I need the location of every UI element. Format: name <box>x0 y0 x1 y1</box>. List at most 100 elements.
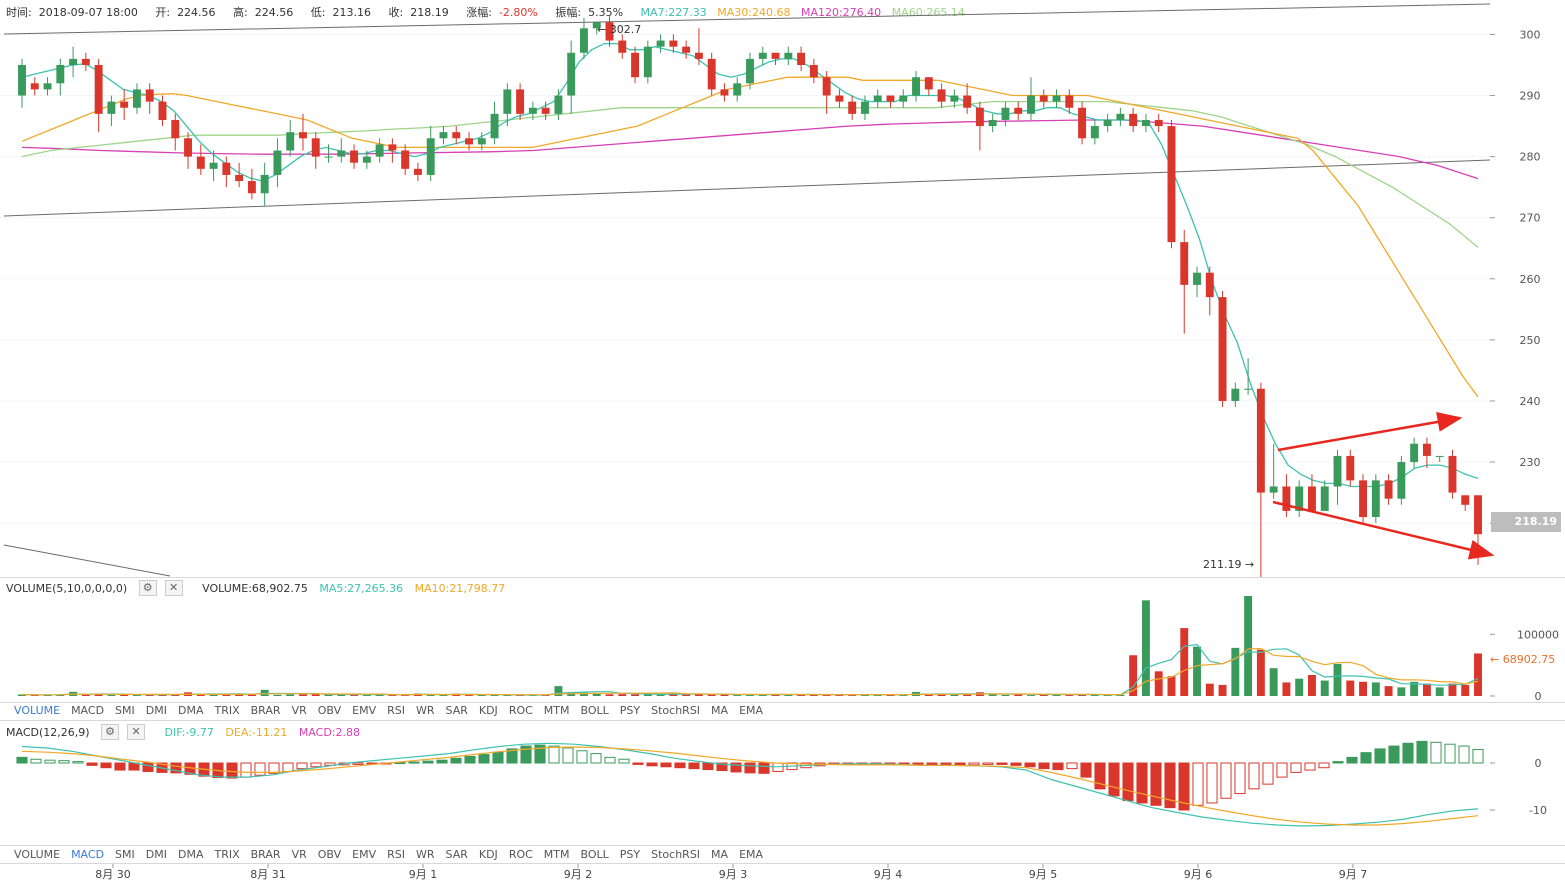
tab-ma[interactable]: MA <box>711 704 729 717</box>
trendline-support <box>3 159 1491 217</box>
tab-rsi[interactable]: RSI <box>387 704 405 717</box>
tab-obv[interactable]: OBV <box>317 704 342 717</box>
macd-histogram-bar <box>758 762 770 774</box>
volume-bar <box>350 695 359 696</box>
tab-volume[interactable]: VOLUME <box>14 848 61 861</box>
tab-ma[interactable]: MA <box>711 848 729 861</box>
candle-body <box>465 138 473 145</box>
candle-body <box>337 150 346 157</box>
tab-ema[interactable]: EMA <box>739 704 764 717</box>
ma7-value: MA7:227.33 <box>640 6 707 19</box>
tab-sar[interactable]: SAR <box>445 848 468 861</box>
tab-vr[interactable]: VR <box>291 704 307 717</box>
macd-histogram-bar <box>1178 762 1190 811</box>
tab-kdj[interactable]: KDJ <box>478 848 498 861</box>
tab-psy[interactable]: PSY <box>619 848 641 861</box>
tab-smi[interactable]: SMI <box>115 704 135 717</box>
tab-mtm[interactable]: MTM <box>543 704 570 717</box>
candle-body <box>388 144 397 151</box>
trendline-upper <box>3 3 1491 35</box>
tab-stochrsi[interactable]: StochRSI <box>651 704 701 717</box>
volume-bar <box>401 695 410 696</box>
tab-mtm[interactable]: MTM <box>543 848 570 861</box>
volume-bar <box>988 694 997 696</box>
tab-macd[interactable]: MACD <box>71 704 105 717</box>
tab-vr[interactable]: VR <box>291 848 307 861</box>
volume-bar <box>1474 653 1482 696</box>
tab-kdj[interactable]: KDJ <box>478 704 498 717</box>
macd-histogram-bar <box>1150 762 1162 806</box>
ma120-value: MA120:276.40 <box>800 6 882 19</box>
tab-dmi[interactable]: DMI <box>145 848 167 861</box>
gear-icon[interactable]: ⚙ <box>101 724 120 740</box>
close-icon[interactable]: ✕ <box>127 724 146 740</box>
candle-body <box>707 58 716 90</box>
tab-wr[interactable]: WR <box>415 848 435 861</box>
candles <box>18 16 1482 577</box>
tab-smi[interactable]: SMI <box>115 848 135 861</box>
tab-roc[interactable]: ROC <box>508 704 533 717</box>
tab-ema[interactable]: EMA <box>739 848 764 861</box>
volume-bar <box>337 694 346 696</box>
tab-macd[interactable]: MACD <box>71 848 105 861</box>
macd-histogram-bar <box>1010 762 1022 766</box>
macd-histogram-bar <box>170 762 182 774</box>
macd-histogram-bar <box>1332 761 1344 764</box>
tab-dma[interactable]: DMA <box>177 704 204 717</box>
candle-body <box>426 138 435 175</box>
close-icon[interactable]: ✕ <box>164 580 183 596</box>
price-grid <box>0 33 1495 524</box>
candle-body <box>1180 242 1189 285</box>
macd-histogram-bar <box>240 762 252 778</box>
volume-bars <box>18 596 1482 696</box>
volume-bar <box>1295 678 1304 696</box>
close-info: 收: 218.19 <box>389 6 456 19</box>
tab-stochrsi[interactable]: StochRSI <box>651 848 701 861</box>
tab-dma[interactable]: DMA <box>177 848 204 861</box>
tab-boll[interactable]: BOLL <box>580 848 609 861</box>
tab-emv[interactable]: EMV <box>352 704 377 717</box>
macd-histogram-bar <box>1024 762 1036 768</box>
macd-histogram-bar <box>646 762 658 767</box>
tab-wr[interactable]: WR <box>415 704 435 717</box>
candle-body <box>1154 119 1163 127</box>
volume-bar <box>1103 695 1112 696</box>
tab-dmi[interactable]: DMI <box>145 704 167 717</box>
volume-bar <box>1231 647 1240 696</box>
candle-body <box>1256 388 1265 493</box>
tab-roc[interactable]: ROC <box>508 848 533 861</box>
time-value: 2018-09-07 18:00 <box>38 6 138 19</box>
candle-body <box>503 89 512 114</box>
volume-bar <box>1065 695 1074 696</box>
volume-bar <box>822 694 831 696</box>
tab-brar[interactable]: BRAR <box>250 704 281 717</box>
macd-histogram-bar <box>1038 762 1050 770</box>
macd-histogram-bar <box>996 762 1008 765</box>
macd-histogram-bar <box>1234 762 1246 795</box>
volume-bar <box>1180 628 1189 696</box>
candle-body <box>1397 462 1406 499</box>
price-tick-label: 270 <box>1520 212 1541 225</box>
candle-body <box>899 95 908 102</box>
tab-trix[interactable]: TRIX <box>214 848 240 861</box>
volume-bar <box>656 694 665 696</box>
gear-icon[interactable]: ⚙ <box>138 580 157 596</box>
tab-rsi[interactable]: RSI <box>387 848 405 861</box>
candle-body <box>1116 113 1125 120</box>
tab-brar[interactable]: BRAR <box>250 848 281 861</box>
tab-sar[interactable]: SAR <box>445 704 468 717</box>
macd-histogram-bar <box>1430 741 1442 764</box>
tab-psy[interactable]: PSY <box>619 704 641 717</box>
tab-volume[interactable]: VOLUME <box>14 704 61 717</box>
time-tick-label: 9月 2 <box>564 868 593 881</box>
tab-obv[interactable]: OBV <box>317 848 342 861</box>
candle-body <box>171 119 180 139</box>
volume-marker: ← 68902.75 <box>1490 653 1555 666</box>
macd-histogram-bar <box>1164 762 1176 809</box>
candle-body <box>30 83 39 90</box>
tab-boll[interactable]: BOLL <box>580 704 609 717</box>
tab-trix[interactable]: TRIX <box>214 704 240 717</box>
volume-bar <box>631 694 640 696</box>
tab-emv[interactable]: EMV <box>352 848 377 861</box>
